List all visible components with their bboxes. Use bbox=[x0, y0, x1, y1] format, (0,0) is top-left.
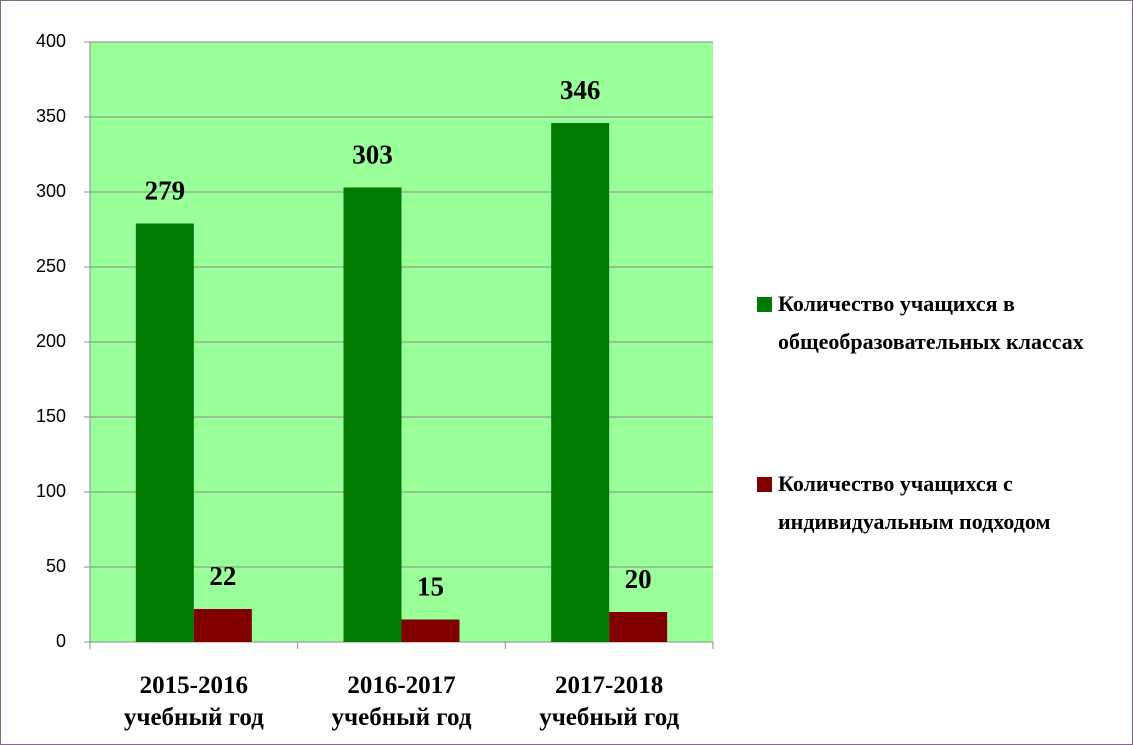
value-label: 20 bbox=[625, 564, 652, 594]
y-tick-label: 250 bbox=[36, 256, 66, 276]
x-tick-label: 2015-2016 учебный год bbox=[123, 672, 264, 731]
y-tick-label: 300 bbox=[36, 181, 66, 201]
legend-swatch bbox=[757, 297, 772, 312]
bar bbox=[135, 223, 194, 642]
y-tick-label: 400 bbox=[36, 31, 66, 51]
bar bbox=[401, 619, 460, 642]
y-tick-label: 0 bbox=[56, 631, 66, 651]
legend-label: Количество учащихся с индивидуальным под… bbox=[778, 471, 1051, 534]
y-tick-label: 50 bbox=[46, 556, 66, 576]
x-tick-label: 2016-2017 учебный год bbox=[331, 672, 472, 731]
bar bbox=[609, 612, 668, 642]
value-label: 346 bbox=[560, 75, 601, 105]
y-tick-label: 350 bbox=[36, 106, 66, 126]
x-tick-label: 2017-2018 учебный год bbox=[539, 672, 680, 731]
value-label: 22 bbox=[209, 561, 236, 591]
legend-label: Количество учащихся в общеобразовательны… bbox=[778, 291, 1084, 354]
y-tick-label: 200 bbox=[36, 331, 66, 351]
y-tick-label: 150 bbox=[36, 406, 66, 426]
legend-item: Количество учащихся с индивидуальным под… bbox=[757, 465, 1127, 541]
legend-item: Количество учащихся в общеобразовательны… bbox=[757, 285, 1127, 361]
value-label: 15 bbox=[417, 572, 444, 602]
bar bbox=[551, 123, 610, 642]
y-tick-label: 100 bbox=[36, 481, 66, 501]
bar bbox=[193, 609, 252, 642]
value-label: 279 bbox=[145, 176, 186, 206]
bar bbox=[343, 187, 402, 642]
value-label: 303 bbox=[352, 140, 393, 170]
legend-swatch bbox=[757, 477, 772, 492]
